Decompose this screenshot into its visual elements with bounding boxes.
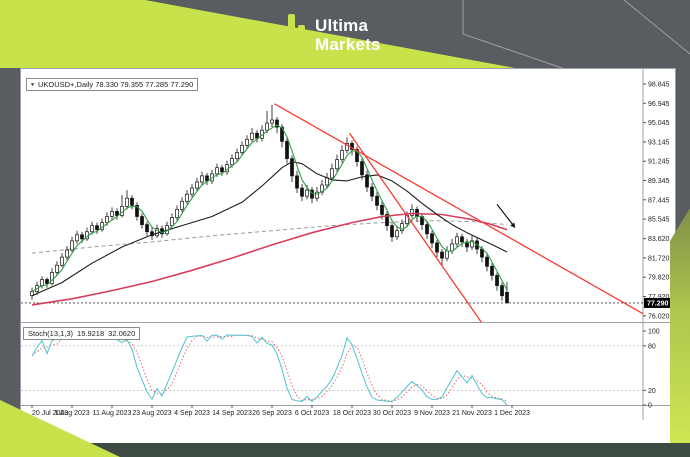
lime-right-band-decoration <box>670 208 690 444</box>
stoch-tick-label: 0 <box>648 403 652 410</box>
brand-name-line2: Markets <box>315 35 381 54</box>
price-tick-label: 83.620 <box>648 236 670 243</box>
header-outline-shapes <box>462 0 690 68</box>
symbol-ohlc-label: UKOUSD+,Daily 78.330 79.355 77.285 77.29… <box>37 80 194 89</box>
trendline-red-1 <box>274 103 643 315</box>
date-tick-label: 26 Sep 2023 <box>252 410 292 417</box>
symbol-info-box[interactable]: ▼ UKOUSD+,Daily 78.330 79.355 77.285 77.… <box>26 78 199 91</box>
ma-mid <box>31 161 508 297</box>
date-tick-label: 1 Aug 2023 <box>54 410 90 417</box>
date-tick-label: 20 Jul 2023 <box>32 410 68 417</box>
current-price-label: 77.290 <box>647 301 669 308</box>
price-tick-label: 79.820 <box>648 275 670 282</box>
date-tick-label: 30 Oct 2023 <box>373 410 411 417</box>
price-tick-label: 91.245 <box>648 159 670 166</box>
brand-name-line1: Ultima <box>315 16 369 35</box>
stoch-tick-label: 80 <box>648 343 656 350</box>
price-tick-label: 93.145 <box>648 139 670 146</box>
ultima-markets-logo: Ultima Markets <box>288 14 381 56</box>
date-tick-label: 11 Aug 2023 <box>93 410 132 417</box>
date-tick-label: 6 Oct 2023 <box>295 410 329 417</box>
current-price-tag <box>644 297 675 308</box>
arrow-annotation <box>496 203 514 227</box>
chart-panel: 98.845 96.945 95.045 93.145 91.245 89.345 87.4… <box>20 68 676 444</box>
ultima-markets-logo-icon <box>288 14 306 56</box>
stoch-main-line <box>31 334 508 405</box>
price-tick-label: 96.945 <box>648 101 670 108</box>
price-tick-label: 89.345 <box>648 178 670 185</box>
arrow-head <box>510 222 516 229</box>
date-tick-label: 14 Sep 2023 <box>212 410 252 417</box>
stoch-tick-label: 20 <box>648 388 656 395</box>
main-plot <box>21 103 643 322</box>
candles <box>30 104 509 304</box>
date-tick-label: 1 Dec 2023 <box>494 410 530 417</box>
date-tick-label: 18 Oct 2023 <box>333 410 371 417</box>
bottom-bar-decoration <box>0 443 690 457</box>
price-tick-label: 87.445 <box>648 197 670 204</box>
ma-long-dashed <box>31 220 508 254</box>
stoch-tick-label: 100 <box>648 329 660 336</box>
price-tick-label: 76.020 <box>648 313 670 320</box>
price-tick-label: 81.720 <box>648 255 670 262</box>
date-tick-label: 4 Sep 2023 <box>174 410 210 417</box>
date-tick-label: 9 Nov 2023 <box>414 410 450 417</box>
stoch-main-value: 15.9218 <box>77 329 105 338</box>
price-tick-label: 98.845 <box>648 82 670 89</box>
stoch-plot <box>21 334 643 405</box>
price-tick-label: 77.920 <box>648 294 670 301</box>
date-tick-label: 23 Aug 2023 <box>132 410 171 417</box>
chevron-down-icon[interactable]: ▼ <box>30 81 35 88</box>
stoch-signal-value: 32.0620 <box>108 329 136 338</box>
trendline-red-2 <box>348 132 482 322</box>
stoch-signal-line <box>31 334 508 402</box>
stoch-info-box[interactable]: Stoch(13,1,3) 15.9218 32.0620 <box>23 327 141 340</box>
stoch-indicator-label: Stoch(13,1,3) <box>28 329 74 338</box>
price-chart-canvas[interactable]: 98.845 96.945 95.045 93.145 91.245 89.345 87.4… <box>21 69 675 443</box>
ma-fast <box>31 124 508 293</box>
price-tick-label: 85.545 <box>648 217 670 224</box>
ma-slow <box>31 212 508 306</box>
price-tick-label: 95.045 <box>648 120 670 127</box>
date-tick-label: 21 Nov 2023 <box>452 410 492 417</box>
